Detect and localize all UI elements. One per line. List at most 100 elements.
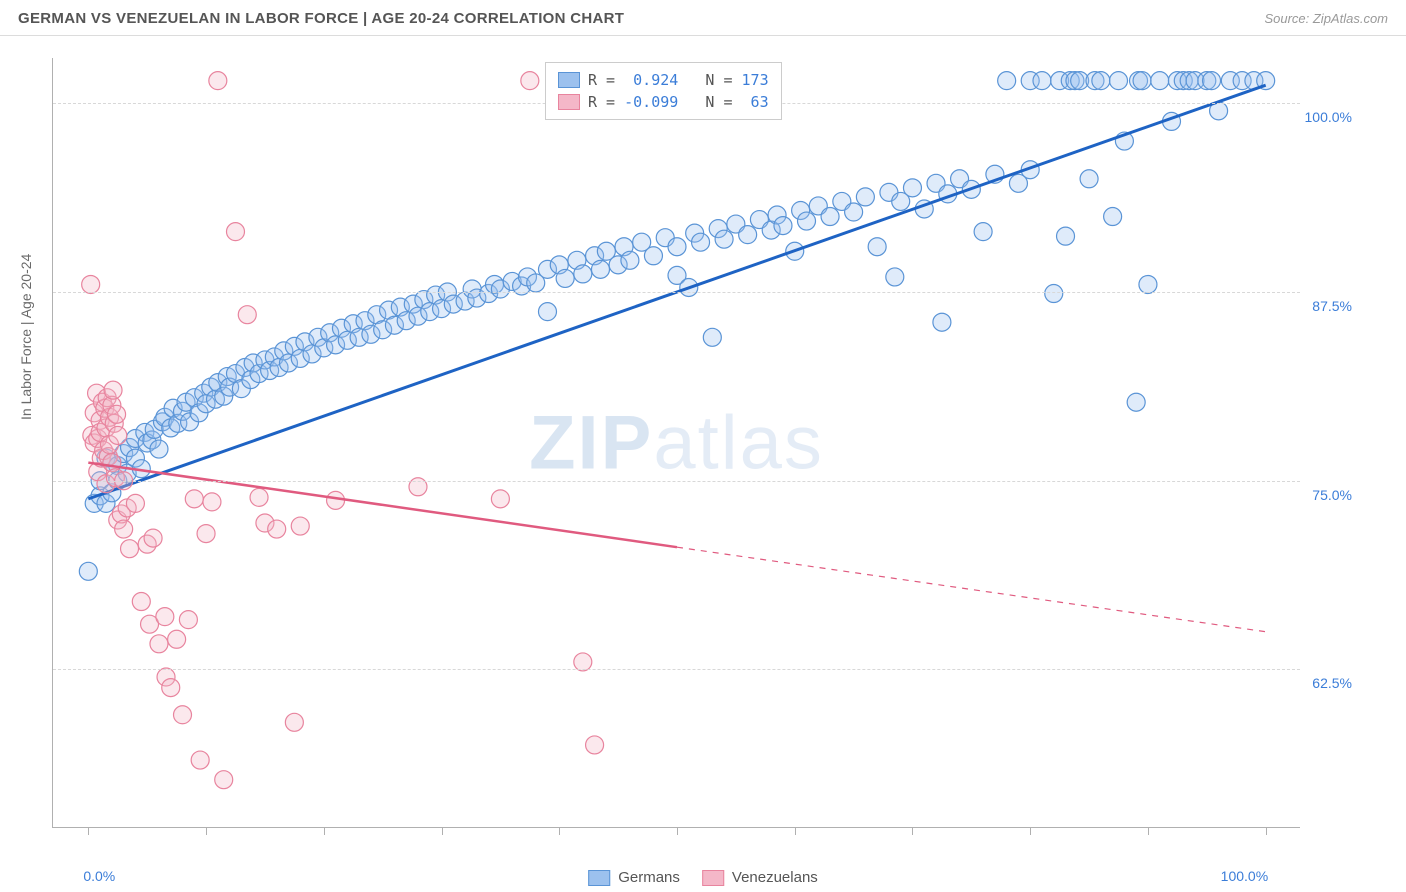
x-tick (88, 827, 89, 835)
series-legend: Germans Venezuelans (588, 869, 818, 886)
data-point-venezuelans (491, 490, 509, 508)
data-point-germans (868, 238, 886, 256)
data-point-germans (621, 251, 639, 269)
data-point-germans (1203, 72, 1221, 90)
data-point-germans (821, 208, 839, 226)
legend-swatch (702, 870, 724, 886)
legend-row-germans: R = 0.924 N = 173 (558, 69, 769, 91)
correlation-legend: R = 0.924 N = 173 R = -0.099 N = 63 (545, 62, 782, 120)
x-tick-label: 0.0% (83, 868, 115, 884)
data-point-venezuelans (327, 491, 345, 509)
data-point-germans (856, 188, 874, 206)
source-label: Source: ZipAtlas.com (1264, 11, 1388, 26)
data-point-germans (1080, 170, 1098, 188)
data-point-venezuelans (168, 630, 186, 648)
legend-stat: R = 0.924 N = 173 (588, 71, 769, 89)
data-point-germans (739, 226, 757, 244)
data-point-germans (1033, 72, 1051, 90)
x-tick (795, 827, 796, 835)
x-tick (324, 827, 325, 835)
bottom-legend-item: Germans (588, 869, 680, 886)
scatter-svg (53, 58, 1301, 828)
x-tick (677, 827, 678, 835)
x-tick (559, 827, 560, 835)
data-point-venezuelans (215, 771, 233, 789)
data-point-venezuelans (179, 611, 197, 629)
data-point-venezuelans (226, 223, 244, 241)
data-point-venezuelans (82, 275, 100, 293)
data-point-venezuelans (144, 529, 162, 547)
data-point-venezuelans (574, 653, 592, 671)
data-point-venezuelans (586, 736, 604, 754)
data-point-venezuelans (238, 306, 256, 324)
data-point-venezuelans (209, 72, 227, 90)
data-point-venezuelans (268, 520, 286, 538)
bottom-legend-label: Germans (618, 869, 680, 886)
data-point-germans (798, 212, 816, 230)
data-point-venezuelans (121, 540, 139, 558)
legend-swatch (558, 72, 580, 88)
trend-line-dashed-venezuelans (677, 547, 1266, 632)
legend-stat: R = -0.099 N = 63 (588, 93, 769, 111)
x-tick (1266, 827, 1267, 835)
data-point-germans (591, 260, 609, 278)
bottom-legend-label: Venezuelans (732, 869, 818, 886)
data-point-venezuelans (115, 520, 133, 538)
data-point-germans (998, 72, 1016, 90)
x-tick (912, 827, 913, 835)
trend-line-venezuelans (88, 463, 677, 548)
data-point-venezuelans (109, 426, 127, 444)
data-point-germans (1057, 227, 1075, 245)
data-point-germans (668, 238, 686, 256)
data-point-germans (556, 269, 574, 287)
chart-title: GERMAN VS VENEZUELAN IN LABOR FORCE | AG… (18, 10, 624, 27)
chart-plot-area: ZIPatlas (52, 58, 1300, 828)
gridline-h (53, 669, 1300, 670)
data-point-germans (903, 179, 921, 197)
data-point-germans (574, 265, 592, 283)
legend-swatch (558, 94, 580, 110)
title-bar: GERMAN VS VENEZUELAN IN LABOR FORCE | AG… (0, 0, 1406, 36)
data-point-venezuelans (203, 493, 221, 511)
data-point-venezuelans (150, 635, 168, 653)
data-point-venezuelans (108, 405, 126, 423)
data-point-germans (1127, 393, 1145, 411)
data-point-germans (1151, 72, 1169, 90)
x-tick-label: 100.0% (1221, 868, 1268, 884)
data-point-germans (933, 313, 951, 331)
gridline-h (53, 481, 1300, 482)
data-point-venezuelans (174, 706, 192, 724)
data-point-germans (1045, 285, 1063, 303)
data-point-germans (692, 233, 710, 251)
data-point-germans (1110, 72, 1128, 90)
x-tick (206, 827, 207, 835)
data-point-venezuelans (104, 381, 122, 399)
data-point-venezuelans (250, 488, 268, 506)
y-tick-label: 62.5% (1312, 675, 1352, 691)
data-point-germans (644, 247, 662, 265)
legend-row-venezuelans: R = -0.099 N = 63 (558, 91, 769, 113)
data-point-germans (974, 223, 992, 241)
data-point-venezuelans (291, 517, 309, 535)
data-point-germans (774, 217, 792, 235)
data-point-venezuelans (191, 751, 209, 769)
data-point-germans (1092, 72, 1110, 90)
bottom-legend-item: Venezuelans (702, 869, 818, 886)
x-tick (442, 827, 443, 835)
data-point-venezuelans (162, 679, 180, 697)
data-point-germans (150, 440, 168, 458)
x-tick (1030, 827, 1031, 835)
data-point-venezuelans (285, 713, 303, 731)
data-point-germans (538, 303, 556, 321)
data-point-germans (1104, 208, 1122, 226)
data-point-venezuelans (126, 494, 144, 512)
data-point-germans (1133, 72, 1151, 90)
y-tick-label: 100.0% (1305, 109, 1352, 125)
data-point-germans (845, 203, 863, 221)
data-point-germans (79, 562, 97, 580)
y-tick-label: 87.5% (1312, 298, 1352, 314)
data-point-germans (1139, 275, 1157, 293)
y-axis-label: In Labor Force | Age 20-24 (18, 254, 34, 420)
data-point-venezuelans (521, 72, 539, 90)
legend-swatch (588, 870, 610, 886)
